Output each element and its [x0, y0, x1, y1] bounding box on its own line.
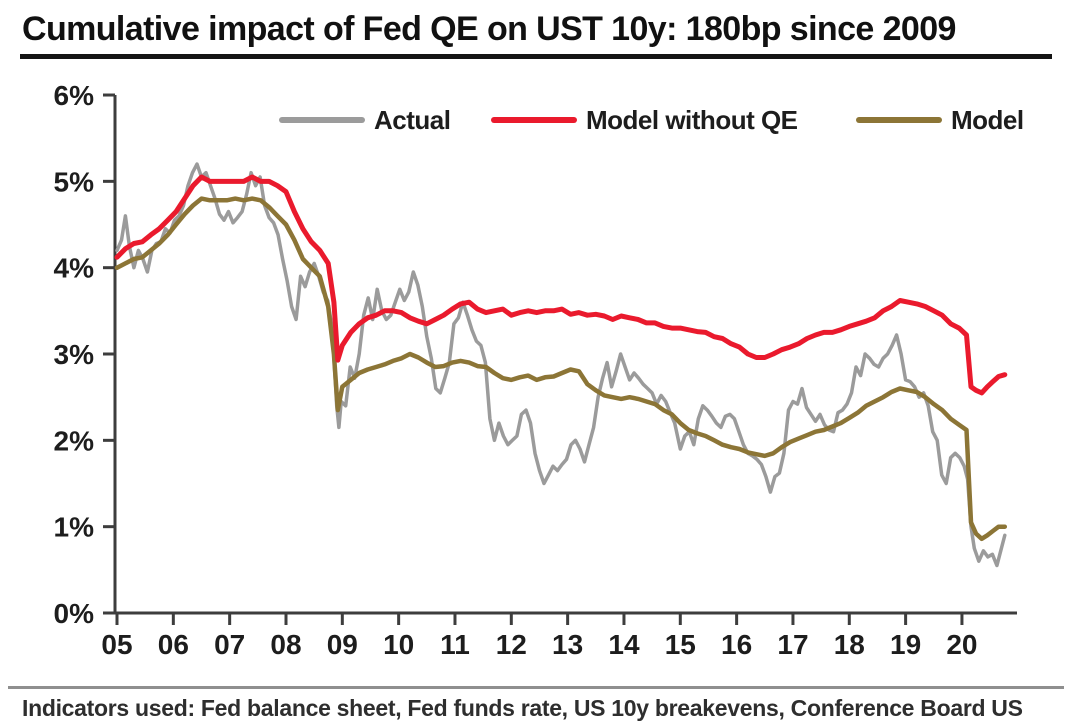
x-tick-label: 14: [608, 629, 640, 660]
x-tick-label: 18: [834, 629, 865, 660]
x-tick-label: 05: [101, 629, 132, 660]
axis-lines: [103, 95, 1017, 615]
x-tick-label: 09: [327, 629, 358, 660]
title-underline: [20, 54, 1052, 59]
legend-swatch-model-without-qe: [491, 117, 577, 123]
x-tick-label: 19: [890, 629, 921, 660]
x-tick-label: 07: [214, 629, 245, 660]
footer-divider: [8, 686, 1064, 689]
footnote: Indicators used: Fed balance sheet, Fed …: [22, 695, 1023, 721]
x-tick-label: 15: [665, 629, 696, 660]
y-tick-label: 3%: [54, 339, 95, 370]
page-title: Cumulative impact of Fed QE on UST 10y: …: [22, 10, 956, 48]
legend-item-model-without-qe: Model without QE: [491, 104, 798, 135]
x-tick-label: 11: [440, 629, 470, 660]
x-tick-label: 06: [158, 629, 189, 660]
y-tick-label: 6%: [54, 80, 95, 111]
y-tick-label: 1%: [54, 512, 95, 543]
legend-swatch-model: [856, 117, 942, 123]
x-tick-label: 17: [777, 629, 808, 660]
series-line-model: [114, 196, 1008, 542]
y-tick-label: 4%: [54, 253, 95, 284]
x-tick-label: 20: [946, 629, 977, 660]
series-line-model-without-qe: [114, 174, 1008, 396]
legend-label-actual: Actual: [374, 104, 451, 135]
series-line-actual: [115, 162, 1007, 568]
legend-item-model: Model: [856, 104, 1024, 135]
y-tick-label: 5%: [54, 166, 95, 197]
legend-label-model-without-qe: Model without QE: [586, 104, 798, 135]
legend-label-model: Model: [951, 104, 1024, 135]
legend-swatch-actual: [279, 117, 365, 123]
y-tick-label: 2%: [54, 425, 95, 456]
x-tick-label: 12: [496, 629, 527, 660]
y-tick-label: 0%: [54, 598, 95, 629]
legend-item-actual: Actual: [279, 104, 451, 135]
x-tick-label: 10: [383, 629, 414, 660]
x-tick-label: 16: [721, 629, 752, 660]
x-tick-label: 08: [270, 629, 301, 660]
x-tick-label: 13: [552, 629, 583, 660]
